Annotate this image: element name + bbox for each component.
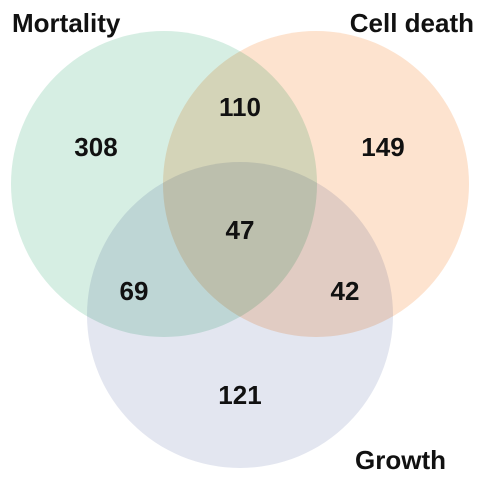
set-label-growth: Growth [355,445,446,475]
count-mortality-growth: 69 [120,276,149,306]
growth-circle [87,162,393,468]
count-cell-death-growth: 42 [331,276,360,306]
count-mortality-only: 308 [74,132,117,162]
count-growth-only: 121 [218,380,261,410]
count-cell-death-only: 149 [361,132,404,162]
count-mortality-cell-death: 110 [219,92,261,122]
set-label-cell-death: Cell death [350,8,474,38]
set-label-mortality: Mortality [12,8,121,38]
count-all-three: 47 [226,215,255,245]
